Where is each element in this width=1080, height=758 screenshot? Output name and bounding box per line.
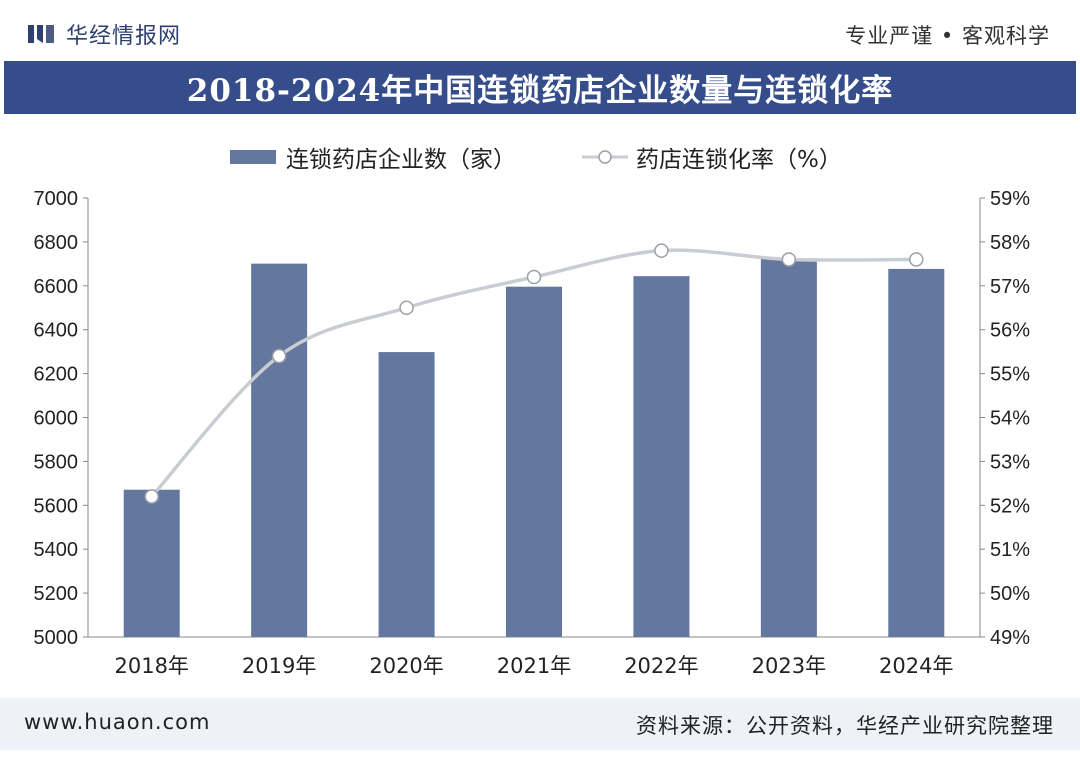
left-tick-label: 6200 [34, 364, 79, 386]
left-tick-label: 5200 [34, 583, 79, 605]
bar [888, 268, 945, 637]
top-bar: 华经情报网 专业严谨 • 客观科学 [0, 0, 1080, 60]
left-tick-label: 5600 [34, 495, 79, 517]
left-tick-label: 5400 [34, 539, 79, 561]
footer-source: 资料来源：公开资料，华经产业研究院整理 [636, 714, 1054, 738]
left-tick-label: 7000 [34, 188, 79, 210]
right-tick-label: 49% [990, 627, 1030, 649]
bar [378, 352, 435, 637]
right-tick-label: 51% [990, 539, 1030, 561]
right-tick-label: 55% [990, 364, 1030, 386]
rate-point [526, 269, 542, 285]
legend-line-label: 药店连锁化率（%） [636, 147, 842, 173]
left-tick-label: 6800 [34, 232, 79, 254]
left-tick-label: 6600 [34, 276, 79, 298]
slogan: 专业严谨 • 客观科学 [845, 24, 1050, 48]
left-tick-label: 6400 [34, 320, 79, 342]
x-tick-label: 2018年 [114, 654, 188, 678]
bar [760, 258, 817, 637]
chart-plot: 5000 5200 5400 5600 5800 6000 6200 6400 6600 6800… [34, 188, 1031, 678]
bar [251, 263, 308, 637]
right-tick-label: 50% [990, 583, 1030, 605]
rate-point [909, 252, 924, 267]
x-tick-label: 2021年 [497, 654, 571, 678]
x-tick-label: 2020年 [369, 654, 443, 678]
rate-point [654, 243, 669, 258]
bar [633, 276, 690, 637]
rate-point [781, 252, 797, 267]
left-tick-label: 5000 [34, 627, 79, 649]
left-tick-label: 6000 [34, 408, 79, 430]
x-tick-label: 2019年 [242, 654, 316, 678]
rate-point [144, 489, 159, 504]
bar [506, 286, 562, 637]
rate-point [271, 348, 287, 364]
right-tick-label: 58% [990, 232, 1030, 254]
right-tick-label: 54% [990, 408, 1030, 430]
legend-item-bars[interactable]: 连锁药店企业数（家） [230, 140, 516, 174]
footer-url[interactable]: www.huaon.com [24, 710, 211, 734]
right-tick-label: 59% [990, 188, 1030, 210]
brand-name: 华经情报网 [66, 24, 182, 49]
x-tick-label: 2023年 [752, 654, 826, 678]
brand[interactable]: 华经情报网 [28, 18, 181, 50]
footer: www.huaon.com 资料来源：公开资料，华经产业研究院整理 [0, 698, 1080, 750]
brand-logo-icon [28, 25, 54, 43]
rate-point [399, 300, 414, 315]
right-tick-label: 52% [990, 495, 1030, 517]
title-banner: 2018-2024年中国连锁药店企业数量与连锁化率 [4, 61, 1076, 114]
x-tick-label: 2024年 [879, 654, 953, 678]
legend-line-marker [582, 150, 628, 164]
chart-title: 2018-2024年中国连锁药店企业数量与连锁化率 [186, 73, 894, 109]
legend-item-line[interactable]: 药店连锁化率（%） [582, 140, 842, 174]
legend-bar-label: 连锁药店企业数（家） [286, 147, 516, 173]
x-tick-label: 2022年 [624, 654, 698, 678]
right-tick-label: 57% [990, 276, 1030, 298]
legend: 连锁药店企业数（家） 药店连锁化率（%） [0, 140, 1080, 173]
right-tick-label: 53% [990, 451, 1030, 473]
legend-bar-swatch [230, 150, 276, 164]
right-tick-label: 56% [990, 320, 1030, 342]
left-tick-label: 5800 [34, 451, 79, 473]
bar [123, 489, 180, 637]
